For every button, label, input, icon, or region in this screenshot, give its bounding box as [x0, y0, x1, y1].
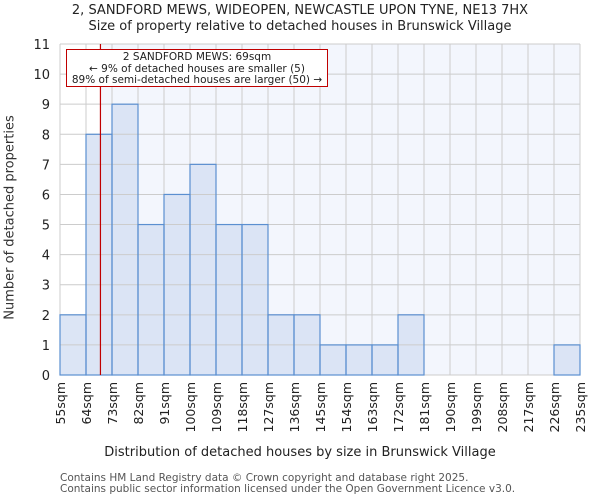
y-tick-label: 11	[33, 38, 50, 53]
y-tick-label: 1	[42, 339, 50, 354]
x-tick-label: 172sqm	[391, 382, 406, 432]
annotation-line-3: 89% of semi-detached houses are larger (…	[71, 74, 323, 86]
x-tick-label: 163sqm	[365, 382, 380, 432]
annotation-line-1: 2 SANDFORD MEWS: 69sqm	[122, 51, 272, 63]
histogram-bar	[242, 224, 268, 375]
x-tick-label: 91sqm	[157, 382, 172, 425]
y-tick-label: 8	[42, 128, 50, 143]
property-annotation: 2 SANDFORD MEWS: 69sqm ← 9% of detached …	[66, 49, 328, 87]
histogram-bar	[372, 344, 398, 375]
y-tick-label: 7	[42, 158, 50, 173]
histogram-bar-outline	[553, 344, 581, 376]
y-axis-label-wrap: Number of detached properties	[0, 115, 20, 319]
histogram-bar	[190, 164, 216, 375]
y-tick-label: 6	[42, 188, 50, 203]
histogram-bar	[112, 104, 138, 375]
x-tick-label: 100sqm	[183, 382, 198, 432]
y-tick-label: 10	[33, 68, 50, 83]
histogram-bar	[554, 344, 580, 375]
x-tick-label: 226sqm	[547, 382, 562, 432]
x-tick-label: 127sqm	[261, 382, 276, 432]
x-tick-label: 118sqm	[235, 382, 250, 432]
footer-line-1: Contains HM Land Registry data © Crown c…	[60, 472, 469, 484]
histogram-bar	[346, 344, 372, 375]
x-tick-label: 145sqm	[313, 382, 328, 432]
footer-line-2: Contains public sector information licen…	[60, 483, 516, 495]
y-tick-label: 5	[42, 219, 50, 234]
histogram-bar	[138, 224, 164, 375]
x-axis-label: Distribution of detached houses by size …	[104, 445, 496, 460]
x-tick-label: 235sqm	[573, 382, 588, 432]
histogram-bar	[216, 224, 242, 375]
x-tick-label: 109sqm	[209, 382, 224, 432]
x-tick-label: 73sqm	[105, 382, 120, 425]
x-tick-label: 208sqm	[495, 382, 510, 432]
chart-title: 2, SANDFORD MEWS, WIDEOPEN, NEWCASTLE UP…	[71, 3, 529, 18]
y-tick-label: 2	[42, 309, 50, 324]
histogram-bar	[320, 344, 346, 375]
y-tick-label: 0	[42, 369, 50, 384]
histogram-bar-outline	[397, 314, 425, 376]
x-tick-label: 190sqm	[443, 382, 458, 432]
histogram-bar-outline	[241, 223, 269, 376]
annotation-line-2: ← 9% of detached houses are smaller (5)	[89, 62, 305, 75]
x-tick-label: 55sqm	[53, 382, 68, 425]
y-tick-label: 9	[42, 98, 50, 113]
chart-subtitle: Size of property relative to detached ho…	[88, 19, 512, 34]
x-tick-label: 217sqm	[521, 382, 536, 432]
y-tick-label: 3	[42, 279, 50, 294]
x-tick-label: 136sqm	[287, 382, 302, 432]
x-tick-label: 82sqm	[131, 382, 146, 425]
x-tick-label: 181sqm	[417, 382, 432, 432]
x-tick-label: 64sqm	[79, 382, 94, 425]
x-tick-label: 199sqm	[469, 382, 484, 432]
y-axis-label: Number of detached properties	[2, 115, 18, 320]
x-tick-label: 154sqm	[339, 382, 354, 432]
y-tick-label: 4	[42, 249, 50, 264]
